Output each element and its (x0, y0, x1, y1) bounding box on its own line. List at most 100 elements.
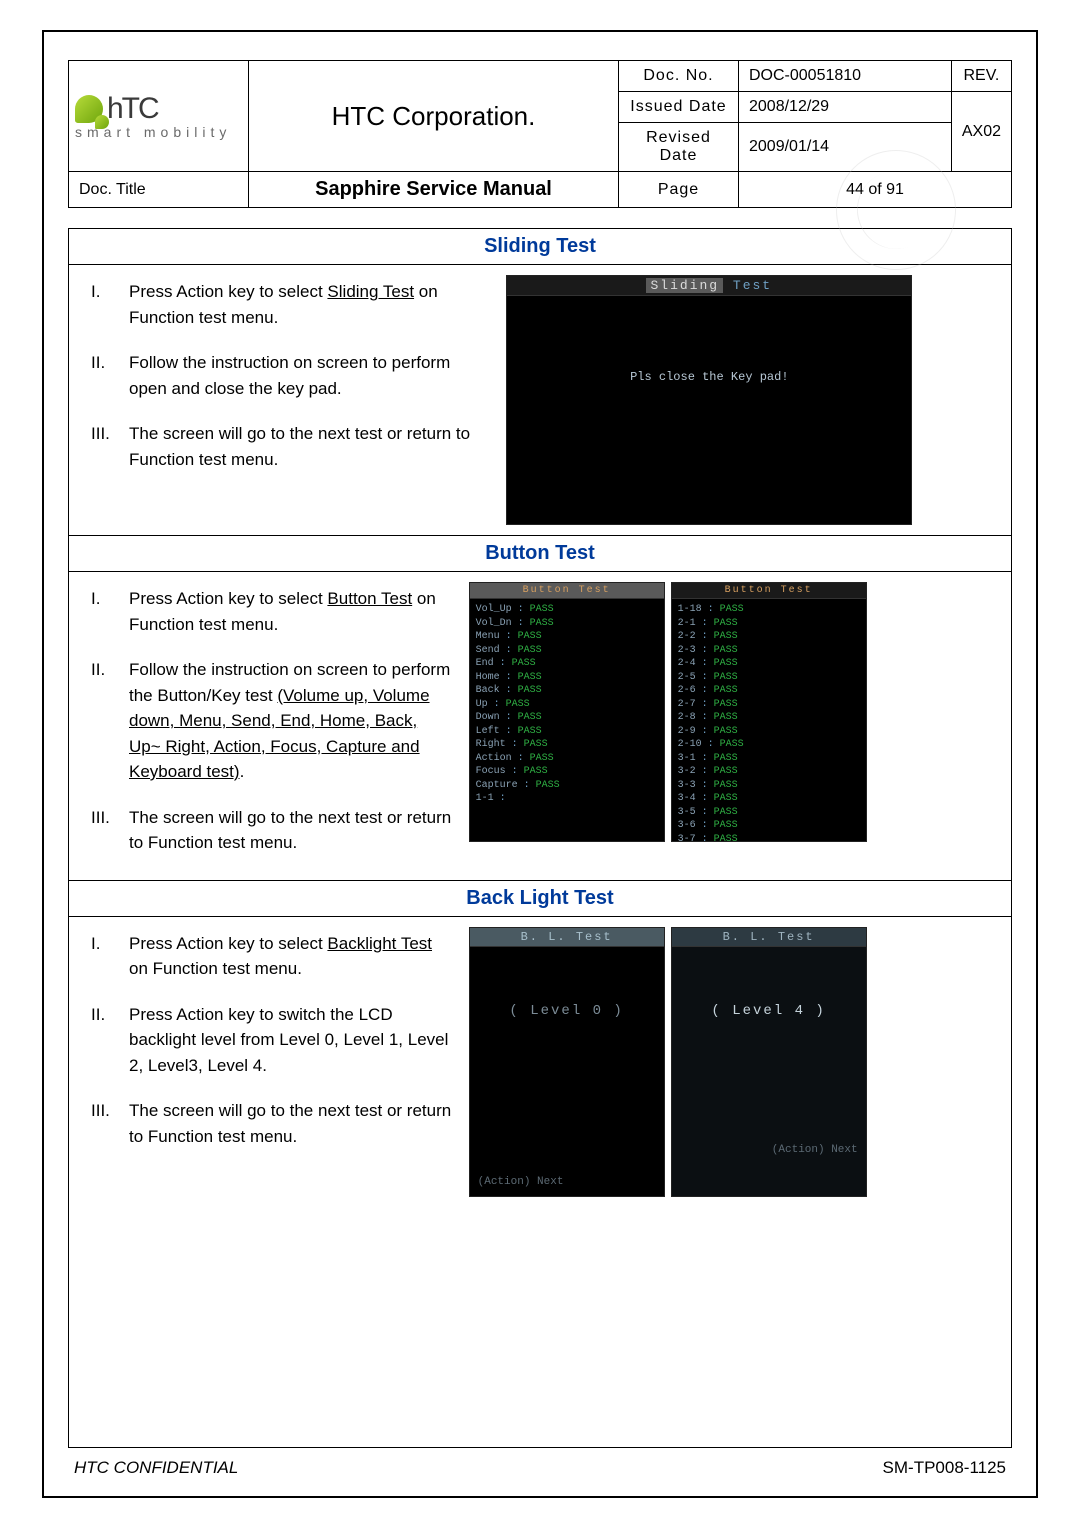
bl-foot-right: (Action) Next (772, 1144, 858, 1156)
step-item: I.Press Action key to select Backlight T… (91, 931, 453, 982)
kv-row: Up : PASS (476, 698, 658, 712)
kv-row: Back : PASS (476, 684, 658, 698)
kv-row: 2-9 : PASS (678, 725, 860, 739)
kv-row: Send : PASS (476, 644, 658, 658)
bl-level-left: ( Level 0 ) (470, 1003, 664, 1019)
kv-row: Focus : PASS (476, 765, 658, 779)
confidential-mark: HTC CONFIDENTIAL (74, 1458, 238, 1478)
section-body-backlight: I.Press Action key to select Backlight T… (69, 917, 1011, 1207)
kv-row: Vol_Up : PASS (476, 603, 658, 617)
kv-row: Action : PASS (476, 752, 658, 766)
button-screen-left: Button Test Vol_Up : PASSVol_Dn : PASSMe… (469, 582, 665, 842)
step-item: III.The screen will go to the next test … (91, 805, 453, 856)
kv-row: 2-1 : PASS (678, 617, 860, 631)
screen-title: Button Test (470, 583, 664, 599)
kv-row: 2-8 : PASS (678, 711, 860, 725)
step-item: I.Press Action key to select Sliding Tes… (91, 279, 490, 330)
step-roman: III. (91, 805, 129, 856)
page-label: Page (619, 172, 739, 208)
issued-date-value: 2008/12/29 (739, 92, 952, 123)
section-body-sliding: I.Press Action key to select Sliding Tes… (69, 265, 1011, 536)
step-roman: II. (91, 1002, 129, 1079)
backlight-screen-left: B. L. Test ( Level 0 ) (Action) Next (469, 927, 665, 1197)
kv-row: 3-6 : PASS (678, 819, 860, 833)
kv-row: Right : PASS (476, 738, 658, 752)
kv-row: 1-18 : PASS (678, 603, 860, 617)
doc-no-label: Doc. No. (619, 61, 739, 92)
revised-date-value: 2009/01/14 (739, 123, 952, 172)
step-underline: (Volume up, Volume down, Menu, Send, End… (129, 686, 430, 782)
kv-row: 3-3 : PASS (678, 779, 860, 793)
screen-title: B. L. Test (470, 928, 664, 947)
kv-row: Down : PASS (476, 711, 658, 725)
kv-row: 3-2 : PASS (678, 765, 860, 779)
step-item: III.The screen will go to the next test … (91, 421, 490, 472)
step-roman: I. (91, 279, 129, 330)
document-header: hTC smart mobility HTC Corporation. Doc.… (68, 60, 1012, 208)
sliding-steps: I.Press Action key to select Sliding Tes… (69, 265, 502, 535)
page-footer: HTC CONFIDENTIAL SM-TP008-1125 (68, 1448, 1012, 1478)
kv-row: Capture : PASS (476, 779, 658, 793)
revised-date-label: Revised Date (619, 123, 739, 172)
sliding-screenshots: Sliding Test Pls close the Key pad! (502, 265, 1011, 535)
step-text: Press Action key to switch the LCD backl… (129, 1002, 453, 1079)
backlight-screenshots: B. L. Test ( Level 0 ) (Action) Next B. … (465, 917, 1011, 1207)
step-item: II.Follow the instruction on screen to p… (91, 350, 490, 401)
kv-row: 2-10 : PASS (678, 738, 860, 752)
section-title-backlight: Back Light Test (69, 881, 1011, 917)
bl-foot-left: (Action) Next (478, 1176, 564, 1188)
issued-date-label: Issued Date (619, 92, 739, 123)
sliding-screen: Sliding Test Pls close the Key pad! (506, 275, 912, 525)
kv-row: 2-7 : PASS (678, 698, 860, 712)
step-roman: II. (91, 657, 129, 785)
step-text: The screen will go to the next test or r… (129, 805, 453, 856)
step-underline: Button Test (327, 589, 412, 608)
section-title-sliding: Sliding Test (69, 229, 1011, 265)
page-value: 44 of 91 (739, 172, 1012, 208)
step-item: II.Press Action key to switch the LCD ba… (91, 1002, 453, 1079)
htc-logo: hTC smart mobility (75, 92, 242, 140)
screen-title: B. L. Test (672, 928, 866, 947)
screen-title-right: Test (733, 278, 772, 293)
doc-title-value: Sapphire Service Manual (249, 172, 619, 208)
screen-title: Button Test (672, 583, 866, 599)
kv-row: 3-5 : PASS (678, 806, 860, 820)
step-roman: III. (91, 421, 129, 472)
step-text: Press Action key to select Backlight Tes… (129, 931, 453, 982)
kv-row: 3-7 : PASS (678, 833, 860, 847)
footer-code: SM-TP008-1125 (883, 1458, 1006, 1478)
step-item: II.Follow the instruction on screen to p… (91, 657, 453, 785)
step-item: I.Press Action key to select Button Test… (91, 586, 453, 637)
step-text: The screen will go to the next test or r… (129, 421, 490, 472)
section-title-button: Button Test (69, 536, 1011, 572)
page-frame: hTC smart mobility HTC Corporation. Doc.… (42, 30, 1038, 1498)
corporation-name: HTC Corporation. (249, 61, 619, 172)
content-table: Sliding Test I.Press Action key to selec… (68, 228, 1012, 1448)
kv-row: 3-1 : PASS (678, 752, 860, 766)
button-screenshots: Button Test Vol_Up : PASSVol_Dn : PASSMe… (465, 572, 1011, 880)
kv-row: 2-4 : PASS (678, 657, 860, 671)
logo-cell: hTC smart mobility (69, 61, 249, 172)
step-roman: III. (91, 1098, 129, 1149)
bl-level-right: ( Level 4 ) (672, 1003, 866, 1019)
logo-text-htc: hTC (107, 92, 158, 126)
kv-row: End : PASS (476, 657, 658, 671)
step-text: Press Action key to select Sliding Test … (129, 279, 490, 330)
kv-row: 2-2 : PASS (678, 630, 860, 644)
step-roman: II. (91, 350, 129, 401)
backlight-steps: I.Press Action key to select Backlight T… (69, 917, 465, 1207)
kv-row: 1-1 : (476, 792, 658, 806)
doc-no-value: DOC-00051810 (739, 61, 952, 92)
kv-row: 3-4 : PASS (678, 792, 860, 806)
rev-value: AX02 (951, 92, 1011, 172)
kv-row: Home : PASS (476, 671, 658, 685)
kv-row: Left : PASS (476, 725, 658, 739)
kv-row: Vol_Dn : PASS (476, 617, 658, 631)
backlight-screen-right: B. L. Test ( Level 4 ) (Action) Next (671, 927, 867, 1197)
button-steps: I.Press Action key to select Button Test… (69, 572, 465, 880)
step-text: Follow the instruction on screen to perf… (129, 350, 490, 401)
sliding-screen-message: Pls close the Key pad! (507, 370, 911, 384)
step-roman: I. (91, 586, 129, 637)
step-text: Follow the instruction on screen to perf… (129, 657, 453, 785)
step-roman: I. (91, 931, 129, 982)
